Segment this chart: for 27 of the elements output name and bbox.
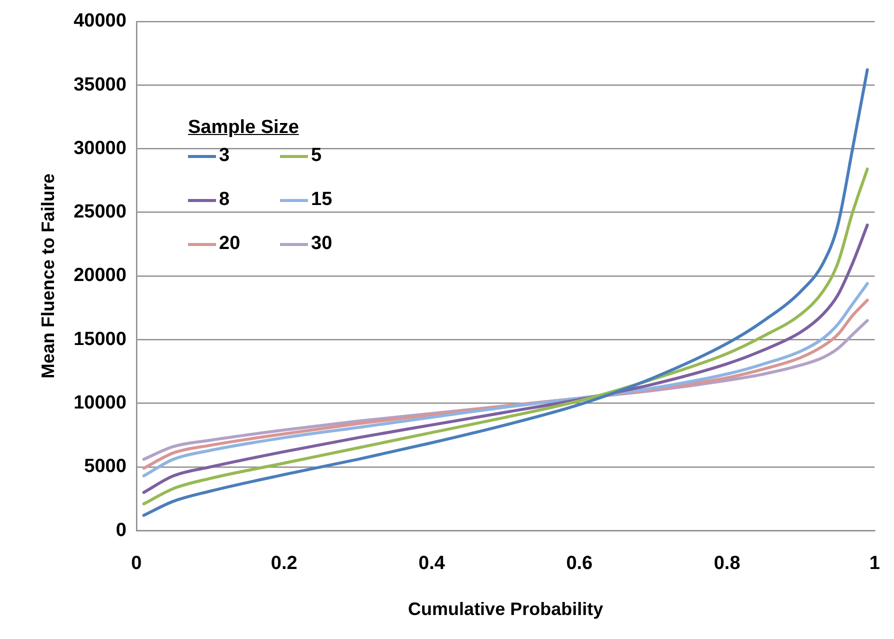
line-series (142, 224, 869, 494)
legend-label: 20 (219, 233, 240, 255)
y-tick-label: 5000 (84, 456, 126, 478)
legend-label: 30 (311, 233, 332, 255)
x-tick-label: 0.4 (418, 553, 446, 574)
x-tick-label: 1 (869, 553, 880, 574)
y-axis-title: Mean Fluence to Failure (38, 173, 58, 379)
y-tick-label: 40000 (74, 10, 126, 32)
x-tick-label: 0.2 (270, 553, 298, 574)
y-tick-label: 25000 (74, 202, 126, 223)
legend-title: Sample Size (188, 117, 300, 139)
legend-label: 5 (311, 145, 322, 167)
x-tick-label: 0 (131, 553, 142, 574)
y-tick-label: 30000 (74, 138, 126, 159)
y-tick-label: 35000 (74, 74, 126, 96)
y-tick-label: 0 (116, 520, 126, 541)
legend-label: 8 (219, 189, 230, 211)
legend-label: 3 (219, 145, 230, 167)
legend-label: 15 (311, 189, 332, 211)
x-tick-label: 0.6 (566, 553, 593, 574)
x-axis-title: Cumulative Probability (408, 599, 604, 620)
line-series (142, 68, 869, 517)
y-tick-label: 15000 (74, 328, 126, 350)
x-tick-label: 0.8 (714, 553, 740, 574)
y-tick-label: 20000 (74, 265, 126, 286)
line-series (142, 168, 869, 506)
y-tick-label: 10000 (74, 392, 126, 414)
